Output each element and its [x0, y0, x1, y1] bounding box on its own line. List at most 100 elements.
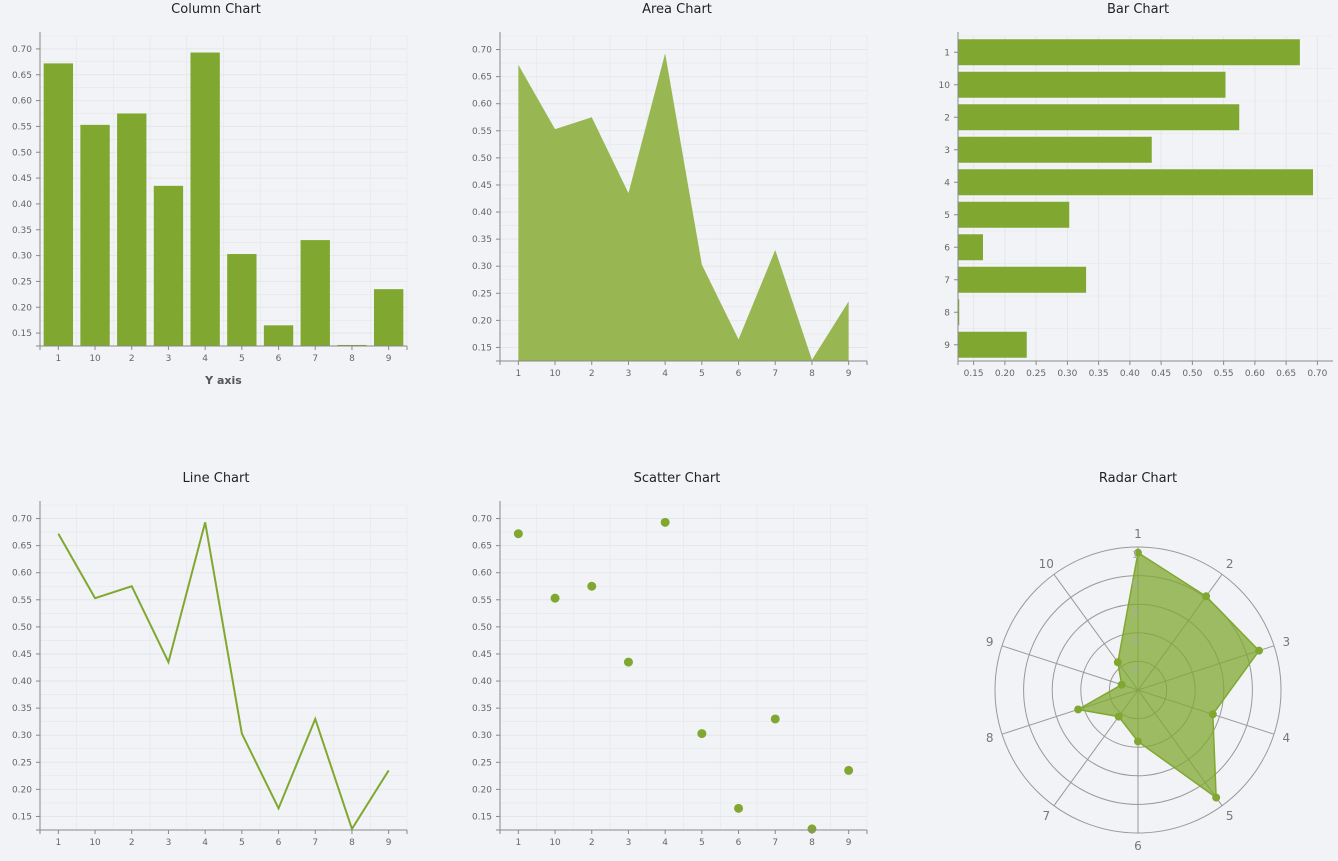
x-tick-label: 5	[239, 838, 245, 848]
y-tick-label: 0.40	[472, 677, 492, 687]
y-tick-label: 0.50	[472, 154, 492, 164]
y-tick-label: 0.20	[472, 316, 492, 326]
y-tick-label: 0.30	[12, 731, 32, 741]
radar-tick-label: 0	[1132, 636, 1138, 647]
y-tick-label: 0.60	[12, 97, 32, 107]
y-tick-label: 0.50	[12, 148, 32, 158]
x-tick-label: 8	[809, 369, 815, 379]
radar-point	[1074, 705, 1083, 714]
radar-axis-label: 5	[1226, 809, 1234, 823]
x-tick-label: 6	[276, 838, 282, 848]
column-bar	[43, 63, 74, 347]
column-bar	[117, 113, 147, 346]
area-series	[518, 53, 849, 361]
x-tick-label: 1	[55, 838, 61, 848]
x-tick-label: 1	[515, 838, 521, 848]
x-tick-label: 4	[662, 369, 668, 379]
x-tick-label: 7	[312, 354, 318, 364]
chart-title: Bar Chart	[1107, 2, 1169, 17]
x-tick-label: 10	[549, 369, 561, 379]
x-tick-label: 0.35	[1089, 369, 1109, 379]
y-tick-label: 0.50	[472, 623, 492, 633]
chart-title: Radar Chart	[1099, 471, 1177, 486]
scatter-point	[550, 593, 560, 603]
y-tick-label: 0.70	[12, 45, 32, 55]
x-tick-label: 0.15	[964, 369, 984, 379]
x-tick-label: 4	[202, 354, 208, 364]
radar-axis-label: 8	[986, 731, 994, 745]
x-tick-label: 7	[772, 369, 778, 379]
y-tick-label: 0.35	[472, 704, 492, 714]
column-bar	[300, 240, 330, 346]
y-tick-label: 0.35	[12, 226, 32, 236]
x-tick-label: 0.65	[1276, 369, 1296, 379]
y-tick-label: 0.30	[472, 731, 492, 741]
y-tick-label: 0.65	[472, 542, 492, 552]
column-bar	[337, 344, 367, 346]
y-tick-label: 0.40	[472, 208, 492, 218]
scatter-point	[734, 803, 744, 813]
x-tick-label: 6	[276, 354, 282, 364]
scatter-point	[513, 529, 523, 539]
scatter-point	[807, 824, 817, 834]
scatter-point	[660, 517, 670, 527]
x-tick-label: 5	[699, 369, 705, 379]
x-tick-label: 3	[166, 354, 172, 364]
x-tick-label: 10	[549, 838, 561, 848]
y-tick-label: 0.25	[472, 289, 492, 299]
x-tick-label: 0.30	[1057, 369, 1077, 379]
column-chart: Column Chart 0.15 0.20 0.25 0.30 0.35 0.40 0.45…	[12, 2, 408, 387]
radar-point	[1255, 646, 1264, 655]
x-tick-label: 5	[699, 838, 705, 848]
x-tick-label: 1	[55, 354, 61, 364]
radar-tick-label: 0	[1132, 579, 1138, 590]
radar-point	[1117, 680, 1126, 689]
x-tick-label: 9	[846, 838, 852, 848]
horizontal-bar	[958, 104, 1240, 131]
y-tick-label: 0.60	[472, 569, 492, 579]
y-tick-label: 0.60	[12, 569, 32, 579]
horizontal-bar	[958, 201, 1070, 228]
y-tick-label: 0.45	[12, 174, 32, 184]
x-tick-label: 9	[386, 838, 392, 848]
y-tick-label: 0.15	[472, 812, 492, 822]
y-tick-label: 0.15	[12, 812, 32, 822]
x-tick-label: 2	[129, 838, 135, 848]
chart-title: Scatter Chart	[634, 471, 721, 486]
scatter-point	[844, 765, 854, 775]
y-tick-label: 0.55	[472, 596, 492, 606]
x-tick-label: 10	[89, 354, 101, 364]
y-tick-label: 0.25	[12, 758, 32, 768]
radar-series	[1075, 551, 1261, 800]
radar-point	[1202, 592, 1211, 601]
scatter-point	[770, 714, 780, 724]
radar-tick-label: 0	[1132, 664, 1138, 675]
x-tick-label: 5	[239, 354, 245, 364]
y-tick-label: 0.40	[12, 200, 32, 210]
radar-point	[1212, 793, 1221, 802]
y-tick-label: 7	[944, 276, 950, 286]
x-tick-label: 6	[736, 838, 742, 848]
scatter-point	[623, 657, 633, 667]
column-bar	[373, 289, 404, 346]
radar-tick-label: 0	[1132, 607, 1138, 618]
y-tick-label: 0.65	[12, 71, 32, 81]
y-tick-label: 0.25	[12, 277, 32, 287]
x-tick-label: 2	[589, 369, 595, 379]
y-tick-label: 0.55	[472, 127, 492, 137]
x-tick-label: 9	[386, 354, 392, 364]
x-tick-label: 8	[349, 838, 355, 848]
column-bar	[227, 254, 257, 346]
y-tick-label: 0.35	[472, 235, 492, 245]
horizontal-bar	[958, 299, 960, 326]
y-tick-label: 0.20	[12, 785, 32, 795]
scatter-point	[587, 581, 597, 591]
x-tick-label: 4	[202, 838, 208, 848]
y-tick-label: 0.30	[12, 252, 32, 262]
y-tick-label: 2	[944, 113, 950, 123]
y-tick-label: 0.40	[12, 677, 32, 687]
y-tick-label: 0.55	[12, 596, 32, 606]
y-tick-label: 0.65	[12, 542, 32, 552]
